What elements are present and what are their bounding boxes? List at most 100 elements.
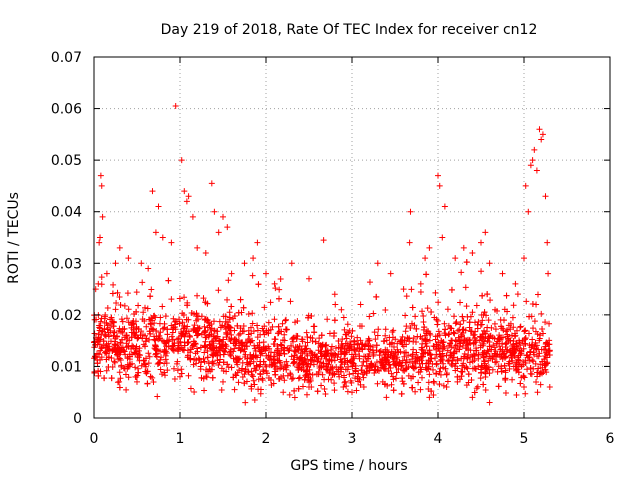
data-point xyxy=(489,334,496,341)
data-point xyxy=(375,326,382,333)
data-point xyxy=(97,234,104,241)
data-point xyxy=(113,333,120,340)
data-point xyxy=(155,360,162,367)
data-point xyxy=(289,338,296,345)
data-point xyxy=(276,350,283,357)
data-point xyxy=(521,384,527,391)
data-point xyxy=(340,383,347,390)
data-point xyxy=(425,360,432,367)
data-point xyxy=(164,326,171,333)
data-point xyxy=(282,326,289,333)
data-point xyxy=(227,346,234,353)
data-point xyxy=(360,374,367,381)
data-point xyxy=(109,290,116,297)
data-point xyxy=(295,375,302,382)
data-point xyxy=(303,391,310,398)
data-point xyxy=(501,306,508,313)
data-point xyxy=(499,340,506,347)
data-point xyxy=(463,259,470,266)
data-point xyxy=(234,322,241,329)
data-point xyxy=(226,309,233,316)
data-point xyxy=(418,366,425,373)
data-point xyxy=(144,305,151,312)
data-point xyxy=(125,363,132,370)
data-point xyxy=(193,360,200,367)
data-point xyxy=(436,332,443,339)
data-point xyxy=(348,379,355,386)
data-point xyxy=(194,324,201,331)
data-point xyxy=(219,341,226,348)
data-point xyxy=(403,323,410,330)
data-point xyxy=(422,255,429,262)
data-point xyxy=(265,319,272,326)
data-point xyxy=(543,354,550,361)
data-point xyxy=(123,315,130,322)
data-point xyxy=(123,386,130,393)
data-point xyxy=(410,364,417,371)
data-point xyxy=(128,345,135,352)
data-point xyxy=(354,334,361,341)
data-point xyxy=(425,349,432,356)
data-point xyxy=(187,355,194,362)
data-point xyxy=(257,390,264,397)
data-point xyxy=(417,280,424,287)
data-point xyxy=(280,337,287,344)
data-point xyxy=(247,338,254,345)
data-point xyxy=(382,307,389,314)
data-point xyxy=(540,330,547,337)
data-point xyxy=(427,331,434,338)
data-point xyxy=(350,360,357,367)
data-point xyxy=(260,367,267,374)
data-point xyxy=(509,376,516,383)
data-point xyxy=(252,367,259,374)
data-point xyxy=(382,326,389,333)
data-point xyxy=(423,330,430,337)
data-point xyxy=(292,348,299,355)
data-point xyxy=(381,381,388,388)
data-point xyxy=(116,369,123,376)
data-point xyxy=(204,300,211,307)
data-point xyxy=(401,353,408,360)
data-point xyxy=(134,378,140,385)
data-point xyxy=(542,366,549,373)
data-points xyxy=(91,102,553,406)
data-point xyxy=(539,131,546,138)
data-point xyxy=(164,337,171,344)
data-point xyxy=(385,354,392,361)
data-point xyxy=(504,333,511,340)
data-point xyxy=(215,338,222,345)
data-point xyxy=(513,360,520,367)
data-point xyxy=(433,341,440,348)
data-point xyxy=(420,313,427,320)
data-point xyxy=(256,363,263,370)
data-point xyxy=(453,348,460,355)
data-point xyxy=(440,382,447,389)
data-point xyxy=(220,359,227,366)
data-point xyxy=(304,352,311,359)
data-point xyxy=(231,312,238,319)
data-point xyxy=(484,291,491,298)
data-point xyxy=(220,378,226,385)
data-point xyxy=(200,355,207,362)
data-point xyxy=(502,328,509,335)
data-point xyxy=(538,136,545,143)
data-point xyxy=(98,182,105,189)
data-point xyxy=(232,371,239,378)
data-point xyxy=(243,359,250,366)
data-point xyxy=(466,319,473,326)
data-point xyxy=(532,339,539,346)
data-point xyxy=(483,312,490,319)
data-point xyxy=(420,353,427,360)
data-point xyxy=(254,354,261,361)
data-point xyxy=(530,358,537,365)
data-point xyxy=(429,366,436,373)
data-point xyxy=(480,334,487,341)
data-point xyxy=(435,299,442,306)
data-point xyxy=(154,393,161,400)
data-point xyxy=(389,329,396,336)
data-point xyxy=(236,366,243,373)
data-point xyxy=(348,333,355,340)
data-point xyxy=(143,323,150,330)
data-point xyxy=(291,394,298,401)
data-point xyxy=(250,377,257,384)
